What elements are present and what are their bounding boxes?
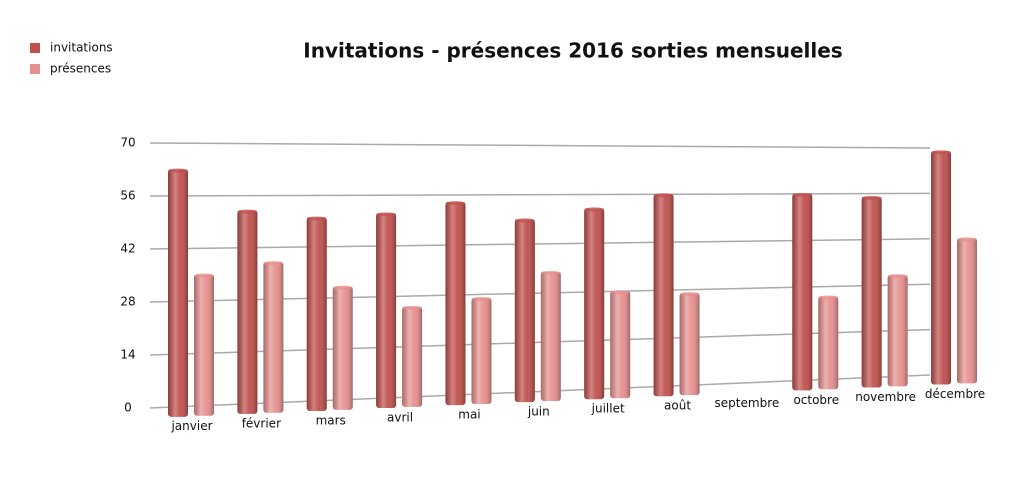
bar-cap xyxy=(263,261,284,266)
bar-cap xyxy=(376,212,397,217)
bar-cap xyxy=(402,305,423,310)
grid-line xyxy=(149,192,931,197)
bar-shade xyxy=(514,219,535,403)
bar-cap xyxy=(679,292,700,297)
bar-cap xyxy=(168,168,188,173)
grid-line xyxy=(149,238,931,250)
bar-shade xyxy=(610,291,631,399)
bar-shade xyxy=(376,213,397,409)
x-tick-label: octobre xyxy=(793,393,839,407)
bar-shade xyxy=(653,194,674,397)
bar-cap xyxy=(237,209,258,214)
legend-swatch xyxy=(30,43,40,53)
bar-cap xyxy=(540,270,561,275)
bar-cap xyxy=(931,150,951,155)
x-tick-label: septembre xyxy=(715,396,780,410)
bar-shade xyxy=(402,306,423,407)
bar-cap xyxy=(887,274,908,279)
x-tick-label: avril xyxy=(387,410,413,424)
x-tick-label: août xyxy=(664,399,691,413)
bar-cap xyxy=(332,285,353,290)
bar-shade xyxy=(194,274,214,416)
bar-cap xyxy=(584,207,605,212)
legend-swatch xyxy=(30,64,40,74)
bar-shade xyxy=(168,169,188,417)
bar-shade xyxy=(306,217,327,411)
y-tick-label: 56 xyxy=(120,189,135,203)
bar-cap xyxy=(471,296,492,301)
bar-shade xyxy=(237,210,258,414)
bar-shade xyxy=(471,297,492,404)
bar-cap xyxy=(861,195,882,200)
x-tick-label: mai xyxy=(458,407,480,421)
bar-cap xyxy=(194,273,214,278)
x-tick-label: novembre xyxy=(855,390,916,404)
y-tick-label: 14 xyxy=(120,348,135,362)
x-tick-label: février xyxy=(242,416,281,430)
bar-shade xyxy=(540,271,561,402)
grid-line xyxy=(149,142,931,149)
y-tick-label: 70 xyxy=(120,136,135,150)
bar-shade xyxy=(887,275,908,387)
bar-cap xyxy=(306,216,327,221)
bar-cap xyxy=(957,237,977,242)
x-tick-label: juin xyxy=(527,405,550,419)
bar-shade xyxy=(679,293,700,396)
bar-cap xyxy=(610,290,631,295)
y-tick-label: 0 xyxy=(124,401,132,415)
bar-cap xyxy=(514,218,535,223)
bar-cap xyxy=(818,295,839,300)
bar-cap xyxy=(792,192,813,197)
chart-title: Invitations - présences 2016 sorties men… xyxy=(303,39,842,63)
legend-label: présences xyxy=(50,62,111,76)
bar-cap xyxy=(445,201,466,206)
y-tick-label: 28 xyxy=(120,295,135,309)
legend-label: invitations xyxy=(50,41,113,55)
bar-shade xyxy=(818,296,839,390)
x-tick-label: janvier xyxy=(170,419,212,433)
bar-shade xyxy=(263,262,284,413)
bar-shade xyxy=(584,208,605,400)
x-tick-label: décembre xyxy=(925,387,985,401)
bar-shade xyxy=(957,238,977,384)
bar-shade xyxy=(445,202,466,406)
x-tick-label: juillet xyxy=(591,402,625,416)
bar-shade xyxy=(931,151,951,385)
x-tick-label: mars xyxy=(316,413,346,427)
bar-cap xyxy=(653,193,674,198)
y-tick-label: 42 xyxy=(120,242,135,256)
bar-shade xyxy=(792,193,813,391)
bar-shade xyxy=(861,196,882,388)
bar-shade xyxy=(332,286,353,410)
